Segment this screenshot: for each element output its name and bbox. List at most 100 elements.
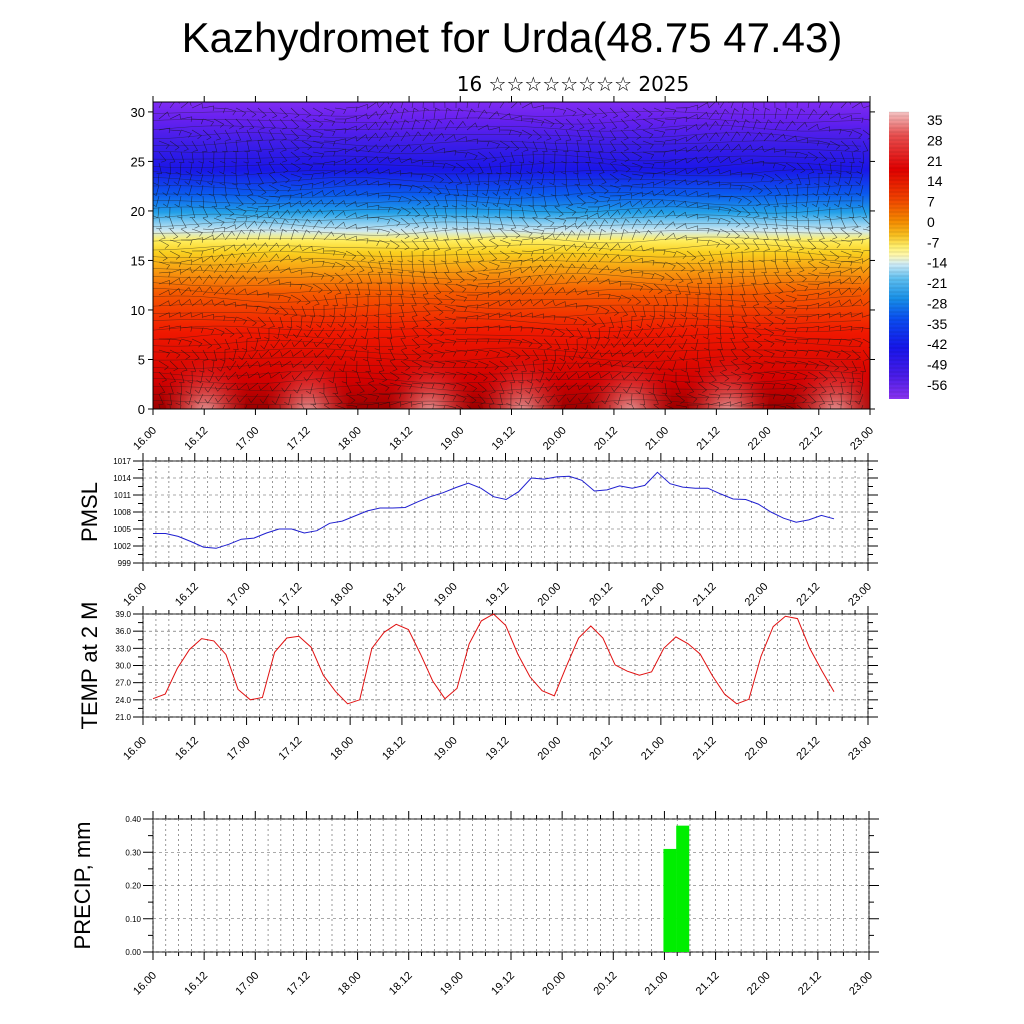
wind-barb [257,212,269,219]
wind-barb [222,140,228,153]
wind-barb [554,107,567,115]
wind-barb [168,382,174,394]
wind-barb [173,184,182,196]
wind-barb [180,326,193,332]
wind-barb [560,162,567,175]
wind-barb [352,294,358,307]
wind-barb [573,151,579,164]
wind-barb [169,113,181,120]
wind-barb [792,217,799,230]
wind-barb [268,203,280,210]
wind-barb [774,360,787,368]
wind-barb [389,393,402,399]
wind-barb [739,272,745,285]
wind-barb [510,349,521,360]
wind-barb [244,404,248,409]
wind-barb [455,404,465,409]
wind-barb [378,156,390,164]
wind-barb [741,144,753,153]
wind-barb [482,184,490,197]
wind-barb [169,228,179,240]
wind-barb [679,316,688,328]
wind-barb [762,217,769,229]
wind-barb [505,162,512,175]
wind-barb [349,349,358,362]
wind-barb [257,205,270,212]
wind-barb [763,195,771,207]
wind-barb [191,129,202,140]
wind-barb [314,327,325,338]
wind-barb [376,349,382,362]
wind-barb [301,283,313,292]
wind-barb [642,190,654,197]
wind-barb [509,371,516,383]
wind-barb [356,104,368,110]
wind-barb [807,283,820,290]
wind-barb [336,338,347,349]
wind-barb [367,217,380,223]
wind-barb [246,242,258,252]
wind-barb [598,265,610,274]
wind-barb [708,217,721,224]
wind-barb [613,393,622,406]
wind-barb [202,217,213,228]
wind-barb [312,247,325,254]
wind-barb [763,294,773,306]
wind-barb [196,162,204,175]
wind-barb [581,338,589,351]
wind-barb [840,102,852,109]
wind-barb [422,184,433,195]
wind-barb [400,184,413,192]
wind-barb [257,173,264,185]
contour-line [153,221,862,229]
wind-barb [213,263,224,274]
wind-barb [697,228,710,234]
wind-barb [433,239,440,251]
x-tick-label: 18.12 [387,425,415,453]
wind-barb [785,272,795,284]
wind-barb [290,229,299,241]
wind-barb [561,151,567,164]
wind-barb [587,252,598,263]
wind-barb [356,393,368,403]
colorbar-label: -56 [927,377,947,393]
wind-barb [643,349,655,358]
wind-barb [526,162,534,175]
wind-barb [409,272,415,285]
wind-barb [728,305,734,318]
wind-barb [411,144,423,153]
wind-barb [291,338,303,348]
wind-barb [169,360,179,372]
wind-barb [313,349,325,359]
wind-barb [717,261,723,274]
wind-barb [860,360,866,373]
wind-barb [191,286,203,296]
contour-line [153,303,862,310]
wind-barb [686,202,698,208]
wind-barb [773,228,779,240]
wind-barb [785,316,798,323]
wind-barb [211,404,215,409]
wind-barb [345,283,351,295]
colorbar-label: 7 [927,194,935,210]
wind-barb [543,206,551,218]
wind-barb [795,228,801,240]
wind-barb [587,195,599,205]
wind-barb [268,210,280,219]
wind-barb [752,145,764,153]
wind-barb [697,102,709,109]
wind-barb [279,267,291,274]
wind-barb [741,382,754,389]
wind-barb [180,250,193,258]
wind-barbs [153,102,870,409]
wind-barb [532,299,544,307]
wind-barb [774,349,787,357]
contour-line [153,318,862,325]
wind-barb [659,305,666,318]
wind-barb [444,294,456,304]
wind-barb [506,206,512,219]
wind-barb [257,228,266,241]
wind-barb [752,217,759,229]
wind-barb [455,305,468,312]
